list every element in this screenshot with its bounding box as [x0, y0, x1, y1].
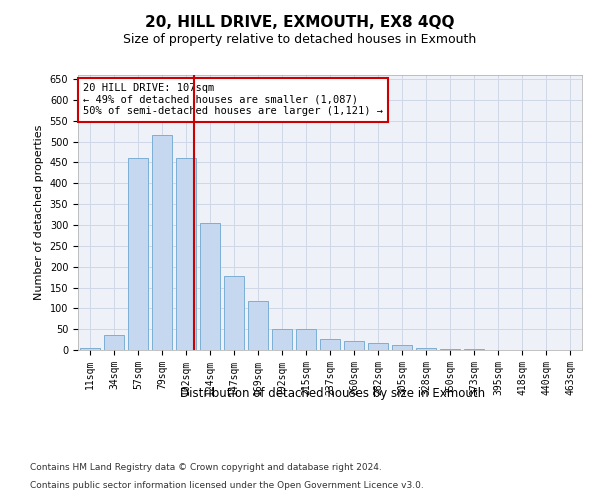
- Bar: [176, 158, 196, 350]
- Text: Distribution of detached houses by size in Exmouth: Distribution of detached houses by size …: [181, 388, 485, 400]
- Text: 20 HILL DRIVE: 107sqm
← 49% of detached houses are smaller (1,087)
50% of semi-d: 20 HILL DRIVE: 107sqm ← 49% of detached …: [83, 83, 383, 116]
- Bar: [368, 343, 388, 350]
- Bar: [296, 329, 316, 350]
- Bar: [128, 158, 148, 350]
- Bar: [464, 349, 484, 350]
- Text: Contains HM Land Registry data © Crown copyright and database right 2024.: Contains HM Land Registry data © Crown c…: [30, 464, 382, 472]
- Bar: [80, 348, 100, 350]
- Text: 20, HILL DRIVE, EXMOUTH, EX8 4QQ: 20, HILL DRIVE, EXMOUTH, EX8 4QQ: [145, 15, 455, 30]
- Bar: [320, 339, 340, 350]
- Bar: [344, 341, 364, 350]
- Bar: [248, 301, 268, 350]
- Bar: [272, 329, 292, 350]
- Bar: [200, 223, 220, 350]
- Text: Size of property relative to detached houses in Exmouth: Size of property relative to detached ho…: [124, 32, 476, 46]
- Y-axis label: Number of detached properties: Number of detached properties: [34, 125, 44, 300]
- Bar: [440, 349, 460, 350]
- Text: Contains public sector information licensed under the Open Government Licence v3: Contains public sector information licen…: [30, 481, 424, 490]
- Bar: [392, 345, 412, 350]
- Bar: [104, 334, 124, 350]
- Bar: [416, 348, 436, 350]
- Bar: [152, 136, 172, 350]
- Bar: [224, 276, 244, 350]
